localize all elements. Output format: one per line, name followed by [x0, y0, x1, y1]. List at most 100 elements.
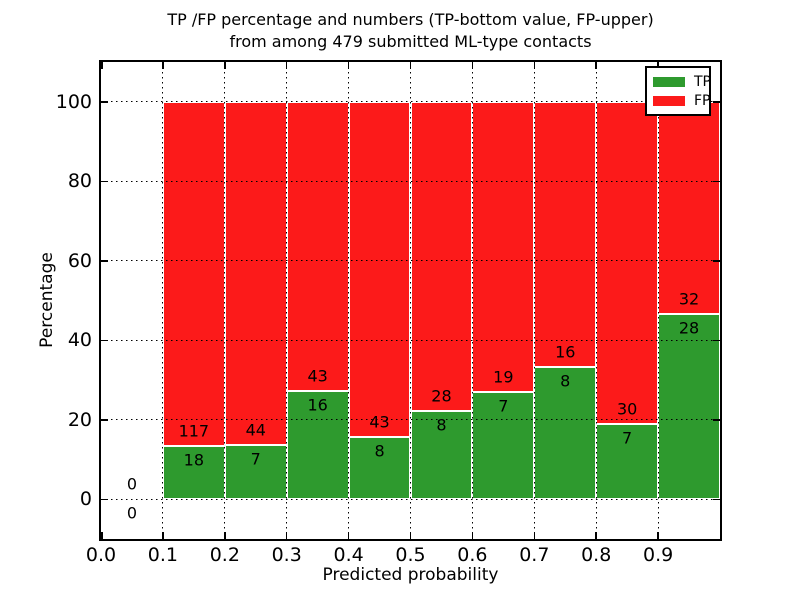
bar-fp-segment [224, 101, 287, 445]
gridline-horizontal [101, 260, 720, 262]
annotation-tp-count: 0 [126, 503, 138, 523]
annotation-tp-count: 28 [678, 318, 700, 338]
x-tick-top [533, 62, 536, 69]
annotation-tp-count: 8 [374, 441, 385, 461]
legend: TP FP [645, 66, 711, 116]
x-axis-label: Predicted probability [322, 565, 499, 585]
y-tick-left [101, 498, 108, 500]
annotation-tp-count: 7 [622, 428, 633, 448]
x-tick-label: 0.1 [147, 544, 178, 566]
annotation-fp-count: 30 [616, 399, 638, 419]
annotation-fp-count: 16 [555, 342, 576, 362]
y-tick-label: 80 [67, 170, 92, 193]
annotation-tp-count: 8 [560, 371, 571, 391]
gridline-vertical [471, 62, 473, 539]
bar-tp-segment [348, 436, 411, 500]
y-tick-right [713, 419, 720, 421]
x-tick-bottom [347, 532, 350, 539]
annotation-tp-count: 7 [250, 449, 261, 469]
annotation-tp-count: 7 [498, 396, 509, 416]
x-tick-bottom [657, 532, 659, 539]
gridline-horizontal [101, 498, 720, 500]
annotation-fp-count: 43 [307, 366, 328, 386]
bar-fp-segment [658, 101, 720, 314]
annotation-fp-count: 43 [369, 412, 390, 432]
plot-area: 0 0 117 18 44 7 43 16 43 8 28 8 19 7 16 8 30 7 32 28 TP FP [99, 60, 722, 541]
gridline-vertical [224, 62, 226, 539]
x-tick-bottom [471, 532, 474, 539]
annotation-fp-count: 0 [126, 474, 138, 494]
y-tick-right [713, 260, 720, 262]
x-tick-top [595, 62, 597, 69]
y-tick-left [101, 180, 108, 182]
annotation-fp-count: 117 [178, 421, 210, 441]
bar-tp-segment [162, 446, 225, 500]
gridline-vertical [348, 62, 350, 539]
chart-title: TP /FP percentage and numbers (TP-bottom… [101, 9, 720, 53]
gridline-horizontal [101, 419, 720, 421]
annotation-tp-count: 18 [183, 450, 205, 470]
gridline-vertical [410, 62, 411, 539]
y-tick-right [713, 498, 720, 500]
gridline-vertical [657, 62, 659, 539]
bar-tp-segment [596, 424, 659, 500]
x-tick-top [409, 62, 412, 69]
y-tick-left [101, 339, 108, 341]
bar-tp-segment [224, 444, 287, 500]
annotation-tp-count: 16 [307, 395, 328, 415]
legend-swatch-fp [653, 95, 685, 106]
gridline-vertical [533, 62, 535, 539]
x-tick-top [162, 62, 164, 69]
gridline-horizontal [101, 339, 720, 341]
y-tick-label: 0 [79, 488, 92, 511]
x-tick-label: 0.0 [85, 544, 117, 566]
y-tick-label: 100 [55, 90, 92, 113]
bar-fp-segment [472, 101, 535, 393]
x-tick-label: 0.5 [395, 544, 426, 566]
bar-tp-segment [472, 392, 535, 500]
annotation-fp-count: 19 [493, 367, 514, 387]
gridline-horizontal [101, 180, 720, 182]
y-tick-label: 60 [67, 249, 92, 272]
annotation-fp-count: 44 [245, 420, 266, 440]
bar-tp-segment [658, 313, 720, 500]
x-tick-label: 0.9 [642, 544, 674, 566]
bar-fp-segment [596, 101, 659, 425]
x-tick-top [657, 62, 659, 69]
y-tick-label: 40 [67, 329, 92, 352]
x-tick-top [224, 62, 226, 69]
y-tick-left [101, 101, 108, 103]
bar-fp-segment [286, 101, 349, 392]
x-tick-label: 0.3 [271, 544, 302, 566]
x-tick-top [347, 62, 350, 69]
bar-fp-segment [162, 101, 225, 447]
x-tick-top [101, 62, 103, 69]
gridline-vertical [595, 62, 597, 539]
legend-swatch-tp [653, 76, 685, 87]
y-tick-label: 20 [67, 408, 92, 431]
gridline-vertical [162, 62, 164, 539]
y-tick-right [713, 101, 720, 103]
x-tick-label: 0.8 [581, 544, 612, 566]
y-tick-right [713, 339, 720, 341]
legend-entry-tp: TP [653, 72, 711, 91]
annotation-fp-count: 28 [431, 386, 452, 406]
x-tick-bottom [409, 532, 412, 539]
y-tick-left [101, 419, 108, 421]
chart-title-line1: TP /FP percentage and numbers (TP-bottom… [167, 10, 654, 29]
legend-label-tp: TP [694, 73, 711, 90]
x-tick-bottom [595, 532, 597, 539]
bar-fp-segment [348, 101, 411, 437]
y-tick-left [101, 260, 108, 262]
x-tick-top [471, 62, 474, 69]
bar-fp-segment [410, 101, 473, 411]
y-tick-right [713, 180, 720, 182]
x-tick-label: 0.6 [457, 544, 488, 566]
bar-fp-segment [534, 101, 597, 367]
legend-label-fp: FP [694, 92, 711, 109]
x-tick-top [285, 62, 288, 69]
gridline-horizontal [101, 101, 720, 103]
x-tick-bottom [162, 532, 164, 539]
x-tick-bottom [101, 532, 103, 539]
